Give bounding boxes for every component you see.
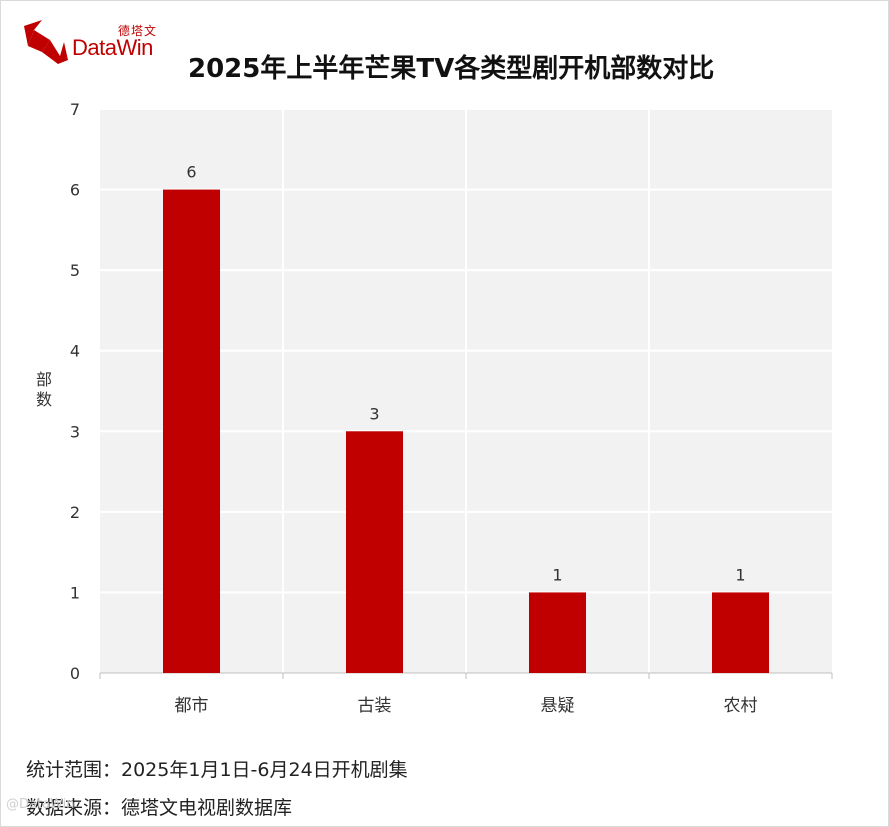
chart-title: 2025年上半年芒果TV各类型剧开机部数对比 [188, 54, 715, 84]
logo-mark-icon [24, 20, 68, 64]
data-label: 1 [552, 565, 562, 584]
bar [529, 592, 586, 673]
y-tick-label: 7 [70, 100, 80, 119]
y-axis-label: 部数 [35, 370, 52, 409]
watermark: @DataWin [6, 797, 75, 812]
x-tick-label: 古装 [358, 696, 392, 716]
logo-text-cn: 德塔文 [118, 24, 158, 38]
y-tick-label: 5 [70, 261, 80, 280]
data-label: 6 [186, 163, 196, 182]
source-note: 数据来源：德塔文电视剧数据库 [26, 797, 293, 819]
y-tick-label: 3 [70, 422, 80, 441]
bar [163, 189, 220, 674]
y-tick-label: 2 [70, 503, 80, 522]
bar [712, 592, 769, 673]
bar [346, 431, 403, 673]
x-tick-label: 农村 [724, 696, 758, 716]
scope-note: 统计范围：2025年1月1日-6月24日开机剧集 [26, 759, 408, 781]
data-label: 3 [369, 404, 379, 423]
y-tick-label: 6 [70, 181, 80, 200]
x-tick-label: 悬疑 [541, 696, 575, 716]
y-tick-label: 4 [70, 342, 80, 361]
data-label: 1 [735, 565, 745, 584]
datawin-logo: 德塔文 DataWin [20, 20, 170, 65]
logo-text-en: DataWin [72, 35, 153, 60]
y-tick-label: 0 [70, 664, 80, 683]
y-tick-label: 1 [70, 583, 80, 602]
x-tick-label: 都市 [175, 696, 209, 716]
